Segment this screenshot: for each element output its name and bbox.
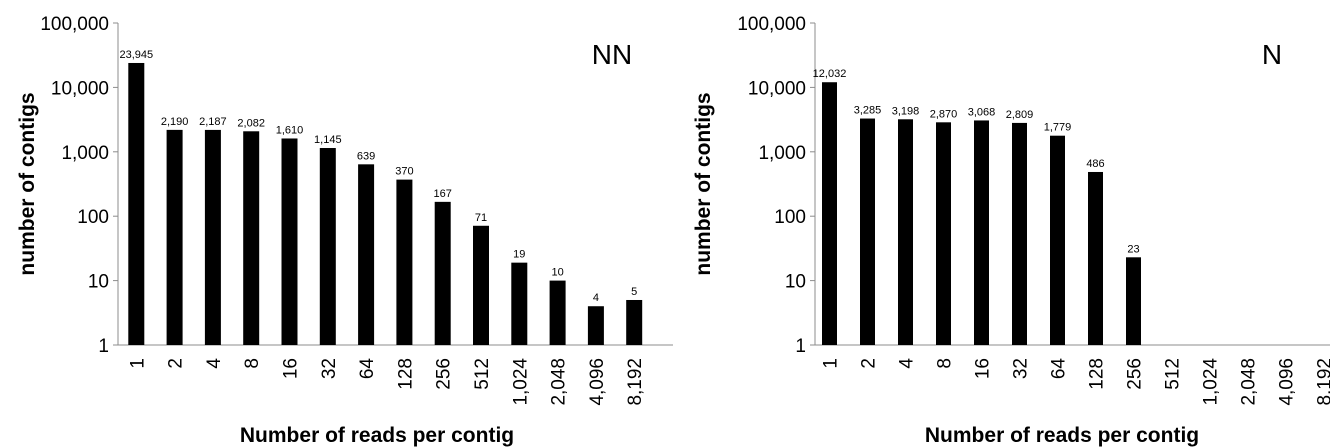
x-tick-label: 512 (1163, 358, 1184, 390)
bar (473, 225, 489, 345)
x-tick-label: 512 (472, 358, 493, 390)
data-label: 167 (434, 188, 452, 200)
bar (396, 179, 413, 345)
x-tick-label: 8,192 (1315, 358, 1330, 406)
data-label: 370 (395, 166, 413, 178)
bar (549, 280, 566, 345)
data-label: 2,187 (199, 116, 227, 128)
bar (587, 306, 604, 345)
data-label: 23 (1127, 243, 1139, 255)
bar (974, 120, 989, 345)
data-label: 10 (551, 267, 563, 279)
x-tick-label: 4 (204, 358, 225, 369)
y-tick-label: 1 (795, 336, 806, 357)
chart-panel-n: 1 10 100 1,000 10,000 100,000 12,032 1 3,285 2 3,1… (692, 14, 1330, 447)
x-tick-label: 2,048 (1239, 358, 1260, 406)
y-tick-label: 1,000 (61, 143, 109, 164)
x-tick-label: 2 (166, 358, 187, 369)
y-tick-label: 10 (785, 272, 806, 293)
y-axis-title: number of contigs (16, 92, 39, 275)
bar (898, 119, 913, 345)
y-tick-label: 10,000 (51, 78, 109, 99)
x-tick-label: 256 (1125, 358, 1146, 390)
data-label: 4 (593, 292, 599, 304)
y-tick-label: 10,000 (748, 78, 806, 99)
x-tick-label: 16 (281, 358, 302, 379)
data-label: 1,145 (314, 134, 342, 146)
x-tick-label: 1 (127, 358, 148, 369)
x-tick-label: 1,024 (510, 358, 531, 406)
bar (358, 164, 375, 345)
x-tick-label: 128 (1087, 358, 1108, 390)
y-tick-label: 1 (98, 336, 109, 357)
bar (626, 299, 643, 345)
x-axis-title: Number of reads per contig (925, 424, 1199, 447)
bar (860, 118, 875, 345)
x-tick-label: 64 (1049, 358, 1070, 380)
x-tick-label: 1 (821, 358, 842, 369)
data-label: 3,198 (892, 105, 920, 117)
data-label: 2,870 (930, 108, 958, 120)
bar (511, 262, 528, 345)
y-tick-label: 100 (77, 207, 109, 228)
bar (1126, 257, 1141, 345)
x-tick-label: 4,096 (587, 358, 608, 406)
data-label: 71 (475, 212, 487, 224)
data-label: 5 (631, 286, 637, 298)
y-tick-label: 100,000 (40, 14, 109, 35)
data-label: 486 (1086, 158, 1104, 170)
panel-label: N (1262, 39, 1282, 70)
data-label: 12,032 (813, 68, 847, 80)
bar (128, 62, 145, 345)
y-tick-label: 1,000 (758, 143, 806, 164)
bar (166, 129, 183, 345)
bar (204, 129, 221, 345)
x-tick-label: 32 (319, 358, 340, 379)
x-tick-label: 256 (434, 358, 455, 390)
x-tick-label: 2 (859, 358, 880, 369)
data-label: 23,945 (119, 49, 153, 61)
data-label: 2,082 (237, 117, 265, 129)
bar (319, 148, 336, 345)
x-tick-label: 32 (1011, 358, 1032, 379)
bar (1012, 122, 1027, 345)
bar (936, 122, 951, 345)
x-tick-label: 8 (935, 358, 956, 369)
bar (822, 82, 837, 345)
y-tick-label: 10 (88, 272, 109, 293)
bar (434, 201, 451, 345)
x-tick-label: 128 (395, 358, 416, 390)
data-label: 3,068 (968, 106, 996, 118)
bar (1050, 135, 1065, 345)
data-label: 3,285 (854, 105, 882, 117)
bar (243, 131, 260, 345)
x-tick-label: 8 (242, 358, 263, 369)
y-axis-title: number of contigs (692, 92, 715, 275)
chart-panel-nn: 1 10 100 1,000 10,000 100,000 23,945 1 2,190 2 2,1… (16, 14, 673, 447)
x-axis-title: Number of reads per contig (240, 424, 514, 447)
bar (1088, 171, 1103, 345)
x-tick-label: 2,048 (549, 358, 570, 406)
data-label: 19 (513, 249, 525, 261)
data-label: 639 (357, 150, 375, 162)
x-tick-label: 8,192 (625, 358, 646, 406)
data-label: 2,809 (1006, 109, 1034, 121)
x-tick-label: 64 (357, 358, 378, 380)
data-label: 2,190 (161, 116, 189, 128)
panel-label: NN (592, 39, 632, 70)
y-tick-label: 100,000 (737, 14, 806, 35)
bar (281, 138, 298, 345)
data-label: 1,610 (276, 124, 304, 136)
x-tick-label: 4,096 (1277, 358, 1298, 406)
x-tick-label: 4 (897, 358, 918, 369)
y-tick-label: 100 (774, 207, 806, 228)
x-tick-label: 16 (973, 358, 994, 379)
x-tick-label: 1,024 (1201, 358, 1222, 406)
data-label: 1,779 (1044, 122, 1072, 134)
